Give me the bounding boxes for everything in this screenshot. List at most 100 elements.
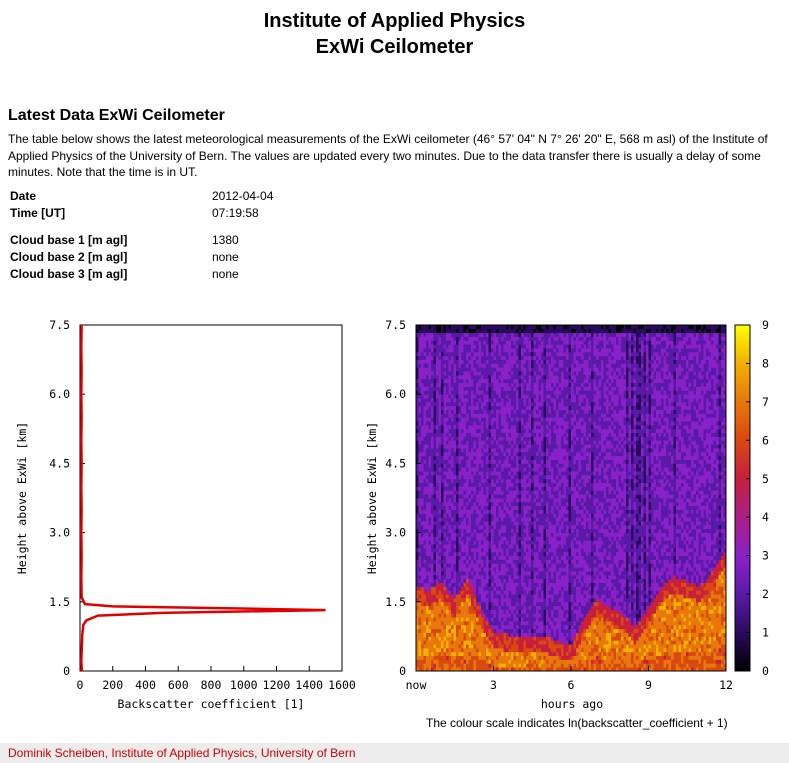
heatmap-cell	[461, 551, 464, 557]
heatmap-cell	[428, 547, 432, 553]
heatmap-cell	[533, 459, 537, 464]
heatmap-cell	[541, 355, 544, 360]
heatmap-cell	[548, 571, 552, 576]
heatmap-cell	[521, 582, 524, 587]
heatmap-cell	[431, 363, 434, 368]
heatmap-cell	[446, 551, 449, 557]
heatmap-cell	[521, 340, 524, 345]
heatmap-cell	[448, 455, 452, 460]
heatmap-cell	[546, 367, 549, 372]
heatmap-cell	[516, 378, 519, 384]
heatmap-cell	[528, 632, 532, 637]
heatmap-cell	[481, 601, 484, 607]
heatmap-cell	[418, 567, 422, 572]
heatmap-cell	[521, 463, 524, 468]
heatmap-cell	[481, 590, 484, 595]
heatmap-cell	[546, 413, 549, 418]
heatmap-cell	[486, 601, 489, 607]
heatmap-cell	[446, 621, 449, 626]
heatmap-cell	[441, 478, 444, 484]
heatmap-cell	[433, 597, 437, 603]
heatmap-cell	[466, 351, 469, 357]
heatmap-cell	[508, 332, 512, 337]
heatmap-cell	[533, 424, 537, 430]
heatmap-cell	[518, 478, 522, 484]
heatmap-cell	[431, 344, 434, 349]
heatmap-cell	[461, 355, 464, 360]
heatmap-cell	[503, 578, 507, 583]
heatmap-cell	[528, 440, 532, 445]
heatmap-cell	[416, 467, 419, 472]
heatmap-cell	[538, 505, 542, 510]
heatmap-cell	[421, 663, 424, 668]
heatmap-cell	[416, 494, 419, 499]
heatmap-cell	[486, 605, 489, 610]
heatmap-cell	[511, 467, 514, 472]
heatmap-cell	[456, 624, 459, 630]
heatmap-cell	[486, 551, 489, 557]
heatmap-cell	[516, 547, 519, 553]
heatmap-cell	[503, 482, 507, 487]
heatmap-cell	[498, 540, 502, 545]
heatmap-cell	[466, 494, 469, 499]
heatmap-cell	[463, 621, 467, 626]
heatmap-cell	[431, 378, 434, 384]
heatmap-cell	[421, 574, 424, 580]
heatmap-cell	[456, 651, 459, 657]
heatmap-cell	[426, 586, 429, 591]
heatmap-cell	[508, 417, 512, 422]
heatmap-cell	[526, 378, 529, 384]
heatmap-cell	[431, 482, 434, 487]
heatmap-cell	[498, 578, 502, 583]
heatmap-cell	[443, 590, 447, 595]
heatmap-cell	[416, 482, 419, 487]
heatmap-cell	[478, 432, 482, 437]
heatmap-cell	[511, 382, 514, 387]
heatmap-cell	[513, 601, 517, 607]
heatmap-cell	[518, 494, 522, 499]
heatmap-cell	[418, 586, 422, 591]
heatmap-cell	[448, 359, 452, 364]
heatmap-cell	[456, 463, 459, 468]
heatmap-cell	[476, 325, 479, 330]
heatmap-cell	[451, 390, 454, 395]
heatmap-cell	[516, 555, 519, 560]
heatmap-cell	[523, 332, 527, 337]
heatmap-cell	[498, 386, 502, 391]
heatmap-cell	[538, 424, 542, 430]
heatmap-cell	[436, 424, 439, 430]
heatmap-cell	[541, 559, 544, 564]
heatmap-cell	[481, 455, 484, 460]
heatmap-cell	[426, 455, 429, 460]
heatmap-cell	[433, 490, 437, 495]
heatmap-cell	[538, 421, 542, 426]
heatmap-cell	[533, 601, 537, 607]
heatmap-cell	[543, 636, 547, 641]
heatmap-cell	[533, 448, 537, 453]
heatmap-cell	[446, 428, 449, 434]
heatmap-cell	[438, 498, 442, 503]
heatmap-cell	[453, 340, 457, 345]
heatmap-cell	[496, 359, 499, 364]
heatmap-cell	[448, 344, 452, 349]
heatmap-cell	[446, 601, 449, 607]
heatmap-cell	[518, 609, 522, 614]
heatmap-cell	[541, 617, 544, 622]
heatmap-cell	[488, 340, 492, 345]
heatmap-cell	[476, 459, 479, 464]
heatmap-cell	[451, 651, 454, 657]
heatmap-cell	[438, 571, 442, 576]
heatmap-cell	[441, 344, 444, 349]
heatmap-cell	[466, 551, 469, 557]
heatmap-cell	[466, 382, 469, 387]
heatmap-cell	[541, 455, 544, 460]
heatmap-cell	[548, 398, 552, 403]
heatmap-cell	[458, 571, 462, 576]
heatmap-cell	[533, 647, 537, 653]
heatmap-cell	[518, 571, 522, 576]
heatmap-cell	[501, 459, 504, 464]
heatmap-cell	[443, 474, 447, 480]
heatmap-cell	[523, 325, 527, 330]
heatmap-cell	[443, 348, 447, 353]
heatmap-cell	[488, 601, 492, 607]
